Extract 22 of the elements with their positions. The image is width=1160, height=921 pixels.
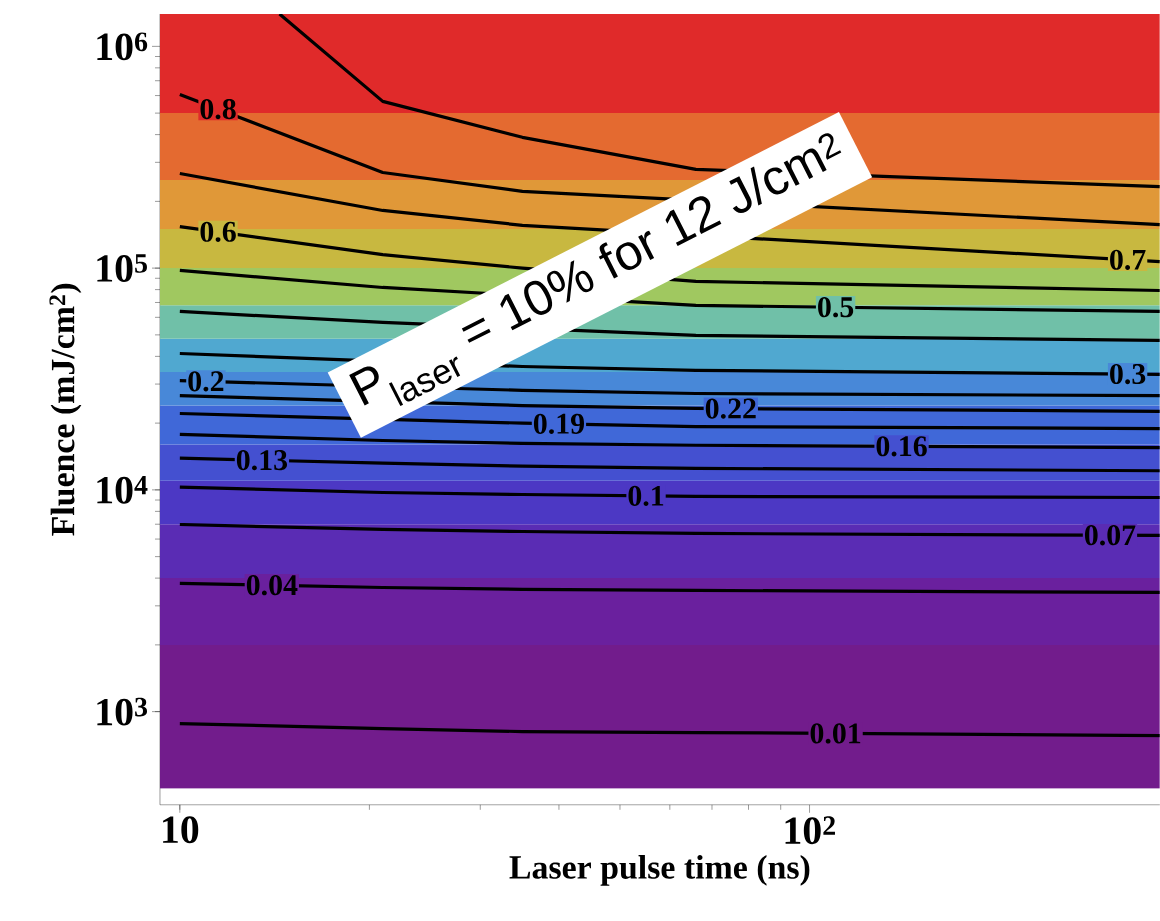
series-label: 0.6 bbox=[200, 221, 236, 243]
series-label: 0.8 bbox=[200, 99, 236, 120]
series-label: 0.19 bbox=[533, 413, 585, 435]
y-tick-label: 10$^{3}$ bbox=[97, 697, 148, 726]
series-label: 0.16 bbox=[876, 436, 927, 457]
series-label: 0.1 bbox=[628, 485, 664, 507]
series-label: 0.22 bbox=[705, 398, 756, 419]
y-tick-label: 10$^{4}$ bbox=[97, 476, 148, 504]
series-label: 0.7 bbox=[1110, 249, 1146, 271]
x-tick-label: 10 bbox=[163, 816, 199, 844]
x-tick-label: 10$^{2}$ bbox=[785, 816, 835, 845]
series-label: 0.3 bbox=[1110, 363, 1146, 385]
series-label: 0.04 bbox=[246, 575, 298, 596]
y-tick-label: 10$^{5}$ bbox=[97, 254, 147, 283]
x-axis-title: Laser pulse time (ns) bbox=[509, 855, 810, 886]
series-label: 0.2 bbox=[188, 371, 224, 392]
y-tick-label: 10$^{6}$ bbox=[97, 32, 148, 61]
series-label: 0.01 bbox=[810, 723, 861, 744]
y-axis-title: Fluence (mJ/cm$^{2}$) bbox=[49, 283, 82, 536]
series-label: 0.5 bbox=[818, 297, 854, 318]
series-label: 0.07 bbox=[1084, 525, 1136, 546]
series-label: 0.13 bbox=[236, 450, 288, 471]
